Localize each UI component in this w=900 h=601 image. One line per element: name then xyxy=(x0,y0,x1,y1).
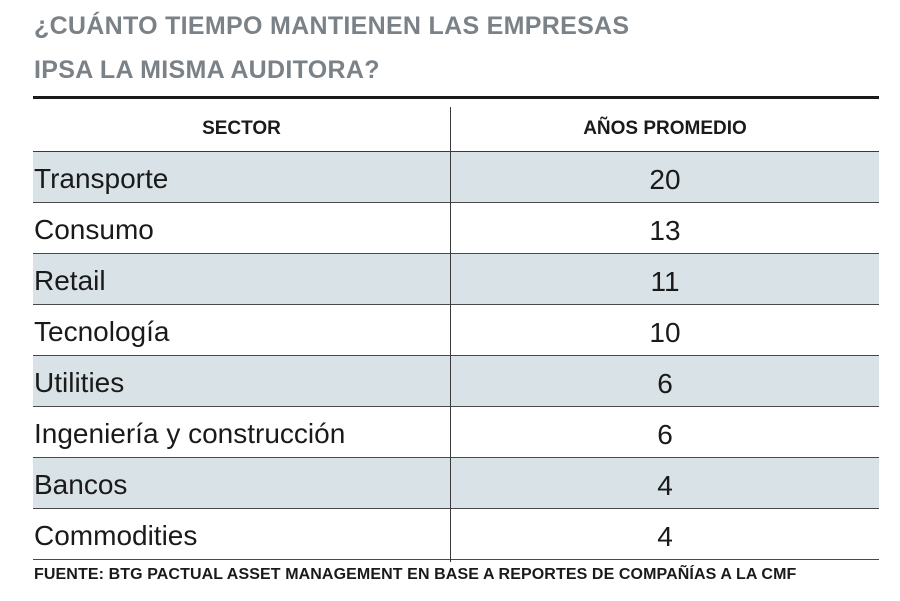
table-row: Transporte 20 xyxy=(33,152,879,203)
years-cell: 20 xyxy=(649,164,681,195)
table-row: Commodities 4 xyxy=(33,509,879,560)
table-row: Consumo 13 xyxy=(33,203,879,254)
sector-cell: Commodities xyxy=(34,520,198,551)
table-row: Tecnología 10 xyxy=(33,305,879,356)
chart-title-line-1: ¿CUÁNTO TIEMPO MANTIENEN LAS EMPRESAS xyxy=(34,12,630,40)
years-cell: 11 xyxy=(650,266,680,297)
sector-cell: Ingeniería y construcción xyxy=(34,418,346,449)
years-cell: 6 xyxy=(657,368,673,399)
data-table: SECTOR AÑOS PROMEDIO Transporte 20 Consu… xyxy=(33,99,879,562)
table-row: Utilities 6 xyxy=(33,356,879,407)
column-divider xyxy=(450,107,451,562)
years-cell: 4 xyxy=(657,470,673,501)
column-header-years: AÑOS PROMEDIO xyxy=(583,118,747,139)
sector-cell: Consumo xyxy=(34,214,154,245)
sector-cell: Tecnología xyxy=(34,316,170,347)
table-row: Retail 11 xyxy=(33,254,879,305)
table-row: Ingeniería y construcción 6 xyxy=(33,407,879,458)
sector-cell: Retail xyxy=(34,265,106,296)
source-note: FUENTE: BTG PACTUAL ASSET MANAGEMENT EN … xyxy=(34,566,797,583)
years-cell: 10 xyxy=(649,317,681,348)
chart-title: ¿CUÁNTO TIEMPO MANTIENEN LAS EMPRESAS IP… xyxy=(34,4,874,92)
years-cell: 4 xyxy=(657,521,673,552)
years-cell: 6 xyxy=(657,419,673,450)
sector-cell: Transporte xyxy=(34,163,169,194)
table-header-row: SECTOR AÑOS PROMEDIO xyxy=(33,99,879,152)
chart-title-line-2: IPSA LA MISMA AUDITORA? xyxy=(34,56,380,84)
years-cell: 13 xyxy=(649,215,681,246)
table-row: Bancos 4 xyxy=(33,458,879,509)
top-rule xyxy=(33,96,879,99)
sector-cell: Bancos xyxy=(34,469,128,500)
column-header-sector: SECTOR xyxy=(202,118,281,139)
sector-cell: Utilities xyxy=(34,367,125,398)
